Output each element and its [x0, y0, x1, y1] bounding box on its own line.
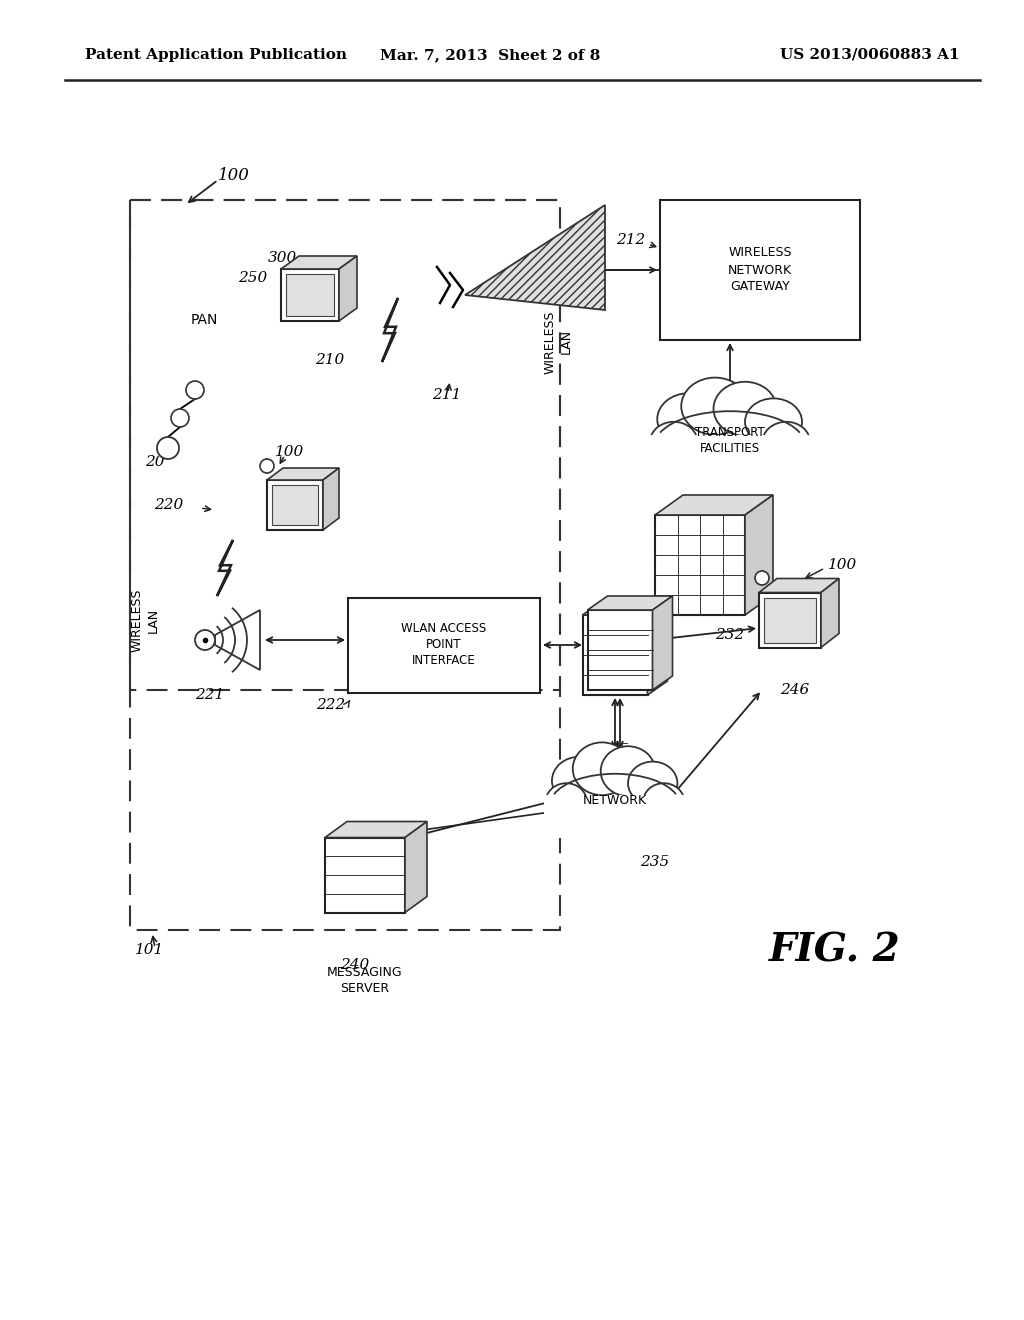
Polygon shape: [655, 495, 773, 515]
Text: 210: 210: [315, 352, 345, 367]
Text: 300: 300: [268, 251, 297, 265]
Circle shape: [171, 409, 189, 426]
Polygon shape: [267, 469, 339, 480]
Bar: [130, 201, 560, 931]
Ellipse shape: [628, 762, 678, 805]
Text: WLAN ACCESS
POINT
INTERFACE: WLAN ACCESS POINT INTERFACE: [401, 623, 486, 668]
Polygon shape: [339, 256, 357, 321]
Polygon shape: [821, 578, 839, 648]
Text: PAN: PAN: [190, 313, 218, 327]
Text: 221: 221: [196, 688, 224, 702]
Ellipse shape: [572, 742, 631, 795]
Polygon shape: [647, 601, 668, 696]
Text: 232: 232: [716, 628, 744, 642]
Bar: [348, 598, 540, 693]
Text: 100: 100: [275, 445, 304, 459]
Text: FIG. 2: FIG. 2: [769, 931, 901, 969]
Bar: [286, 275, 334, 315]
Text: US 2013/0060883 A1: US 2013/0060883 A1: [780, 48, 961, 62]
Text: 246: 246: [780, 682, 810, 697]
Bar: [130, 201, 560, 690]
Ellipse shape: [552, 756, 606, 805]
Text: WIRELESS
LAN: WIRELESS LAN: [130, 589, 160, 652]
Ellipse shape: [681, 378, 749, 434]
Ellipse shape: [762, 422, 810, 463]
Text: TRANSPORT
FACILITIES: TRANSPORT FACILITIES: [695, 425, 765, 454]
Ellipse shape: [550, 774, 680, 836]
Text: Mar. 7, 2013  Sheet 2 of 8: Mar. 7, 2013 Sheet 2 of 8: [380, 48, 600, 62]
Text: 20: 20: [145, 455, 165, 469]
Polygon shape: [465, 205, 605, 310]
Text: 101: 101: [135, 942, 164, 957]
Text: 245: 245: [600, 743, 630, 756]
Polygon shape: [323, 469, 339, 531]
Bar: [759, 593, 821, 648]
Bar: [655, 515, 745, 615]
Ellipse shape: [745, 399, 802, 445]
Circle shape: [755, 572, 769, 585]
Ellipse shape: [650, 422, 697, 463]
Polygon shape: [382, 298, 398, 362]
Bar: [272, 484, 318, 525]
Text: WIRELESS
NETWORK
GATEWAY: WIRELESS NETWORK GATEWAY: [728, 247, 792, 293]
Bar: [647, 436, 812, 482]
Bar: [281, 269, 339, 321]
Text: 212: 212: [615, 234, 645, 247]
Circle shape: [186, 381, 204, 399]
Text: 220: 220: [154, 498, 183, 512]
Text: 240: 240: [340, 958, 370, 972]
Ellipse shape: [657, 393, 720, 445]
Bar: [764, 598, 816, 643]
Bar: [588, 610, 652, 690]
Polygon shape: [215, 610, 260, 671]
Bar: [544, 795, 686, 838]
Ellipse shape: [601, 746, 655, 796]
Polygon shape: [281, 256, 357, 269]
Ellipse shape: [655, 412, 805, 479]
Polygon shape: [406, 821, 427, 912]
Polygon shape: [588, 597, 673, 610]
Text: 100: 100: [218, 166, 250, 183]
Text: WIRELESS
LAN: WIRELESS LAN: [544, 310, 572, 374]
Text: 100: 100: [828, 558, 857, 572]
Text: 222: 222: [315, 698, 345, 711]
Polygon shape: [652, 597, 673, 690]
Text: Patent Application Publication: Patent Application Publication: [85, 48, 347, 62]
Text: 235: 235: [640, 855, 670, 869]
Text: 231: 231: [745, 503, 774, 517]
Text: 250: 250: [238, 271, 267, 285]
Polygon shape: [325, 821, 427, 837]
Circle shape: [260, 459, 274, 473]
Bar: [267, 480, 323, 531]
Text: 211: 211: [432, 388, 461, 403]
Polygon shape: [745, 495, 773, 615]
Text: NETWORK: NETWORK: [583, 793, 647, 807]
Bar: [583, 615, 647, 696]
Text: MESSAGING
SERVER: MESSAGING SERVER: [328, 965, 402, 994]
Circle shape: [157, 437, 179, 459]
Ellipse shape: [643, 783, 685, 821]
Ellipse shape: [714, 381, 776, 436]
Ellipse shape: [546, 783, 587, 821]
Polygon shape: [759, 578, 839, 593]
Bar: [325, 837, 406, 912]
Bar: [660, 201, 860, 341]
Circle shape: [195, 630, 215, 649]
Polygon shape: [217, 540, 233, 597]
Text: 230: 230: [591, 743, 620, 756]
Polygon shape: [583, 601, 668, 615]
